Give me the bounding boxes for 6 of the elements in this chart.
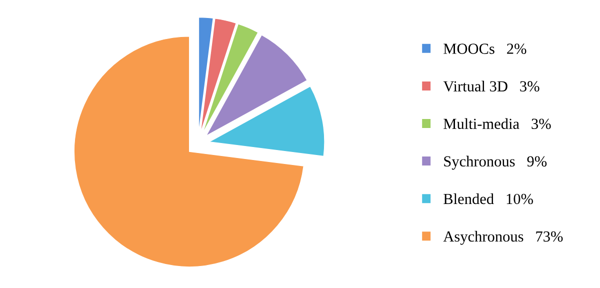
legend-label: Blended 10% bbox=[444, 193, 533, 204]
legend-label: Sychronous 9% bbox=[444, 156, 547, 170]
legend-label: Asychronous 73% bbox=[443, 230, 563, 245]
legend-label: Multi-media 3% bbox=[444, 118, 551, 130]
legend-label: MOOCs 2% bbox=[444, 44, 526, 54]
legend-label: Virtual 3D 3% bbox=[443, 80, 540, 92]
